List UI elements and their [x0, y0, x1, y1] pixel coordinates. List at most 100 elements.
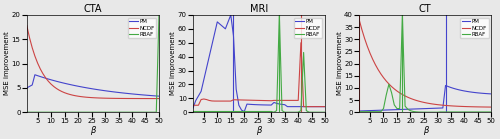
PM — [287, 106, 293, 107]
RBAF — [110, 111, 116, 113]
NCDF — [413, 100, 419, 101]
NCDF — [386, 83, 392, 85]
PM — [364, 110, 370, 111]
PM — [88, 88, 94, 90]
PM — [134, 94, 140, 95]
PM — [276, 103, 282, 105]
NCDF — [486, 106, 492, 108]
NCDF — [212, 100, 218, 102]
PM — [244, 103, 250, 105]
NCDF — [266, 100, 272, 101]
RBAF — [375, 111, 381, 113]
NCDF — [263, 100, 269, 101]
NCDF — [370, 59, 376, 60]
PM — [86, 87, 92, 89]
PM — [54, 80, 60, 82]
NCDF — [396, 92, 402, 94]
NCDF — [54, 88, 60, 89]
PM — [196, 95, 202, 97]
NCDF — [298, 42, 304, 44]
PM — [100, 90, 105, 91]
NCDF — [196, 104, 202, 106]
RBAF — [410, 111, 416, 112]
NCDF — [59, 91, 65, 92]
NCDF — [312, 106, 318, 107]
NCDF — [462, 106, 468, 107]
PM — [322, 106, 328, 107]
PM — [300, 106, 306, 107]
RBAF — [312, 111, 318, 113]
PM — [454, 88, 460, 90]
RBAF — [244, 111, 250, 112]
PM — [246, 103, 252, 105]
RBAF — [154, 111, 160, 113]
NCDF — [40, 73, 46, 75]
NCDF — [429, 103, 435, 105]
NCDF — [300, 106, 306, 107]
Legend: PM, NCDF, RBAF: PM, NCDF, RBAF — [128, 18, 156, 38]
Legend: PM, NCDF, RBAF: PM, NCDF, RBAF — [460, 18, 488, 38]
RBAF — [212, 111, 218, 112]
RBAF — [75, 111, 81, 113]
NCDF — [116, 98, 121, 99]
NCDF — [86, 97, 92, 98]
PM — [274, 103, 280, 104]
RBAF — [266, 111, 272, 112]
PM — [306, 106, 312, 107]
PM — [217, 23, 223, 25]
Line: PM: PM — [359, 85, 492, 111]
RBAF — [304, 110, 310, 111]
NCDF — [206, 100, 212, 101]
Line: PM: PM — [193, 15, 325, 112]
PM — [408, 108, 414, 110]
PM — [40, 77, 46, 78]
NCDF — [394, 90, 400, 92]
RBAF — [142, 111, 148, 113]
NCDF — [434, 104, 440, 106]
RBAF — [298, 110, 304, 111]
X-axis label: β: β — [422, 126, 428, 135]
PM — [413, 108, 419, 110]
NCDF — [317, 106, 323, 107]
PM — [410, 108, 416, 110]
PM — [372, 110, 378, 111]
PM — [80, 86, 86, 88]
RBAF — [192, 111, 198, 112]
NCDF — [475, 106, 481, 108]
NCDF — [372, 64, 378, 66]
PM — [472, 92, 478, 93]
Line: NCDF: NCDF — [27, 26, 159, 99]
NCDF — [102, 97, 108, 99]
NCDF — [217, 100, 223, 102]
PM — [462, 90, 468, 92]
PM — [150, 95, 156, 97]
NCDF — [113, 98, 119, 99]
NCDF — [110, 98, 116, 99]
NCDF — [150, 98, 156, 99]
NCDF — [154, 98, 160, 99]
RBAF — [488, 111, 494, 113]
NCDF — [70, 94, 75, 96]
NCDF — [67, 94, 73, 95]
NCDF — [282, 100, 288, 101]
PM — [78, 86, 84, 88]
RBAF — [378, 111, 384, 113]
NCDF — [440, 104, 446, 106]
RBAF — [255, 111, 261, 112]
RBAF — [424, 111, 430, 113]
PM — [258, 104, 264, 106]
Line: NCDF: NCDF — [193, 43, 325, 107]
RBAF — [204, 111, 210, 112]
RBAF — [437, 111, 443, 113]
RBAF — [196, 111, 202, 112]
RBAF — [233, 111, 239, 112]
RBAF — [38, 111, 44, 113]
NCDF — [124, 98, 130, 99]
NCDF — [51, 86, 57, 87]
NCDF — [260, 100, 266, 101]
NCDF — [292, 100, 298, 101]
NCDF — [284, 100, 290, 101]
NCDF — [276, 100, 282, 101]
PM — [124, 93, 130, 94]
NCDF — [359, 29, 365, 31]
